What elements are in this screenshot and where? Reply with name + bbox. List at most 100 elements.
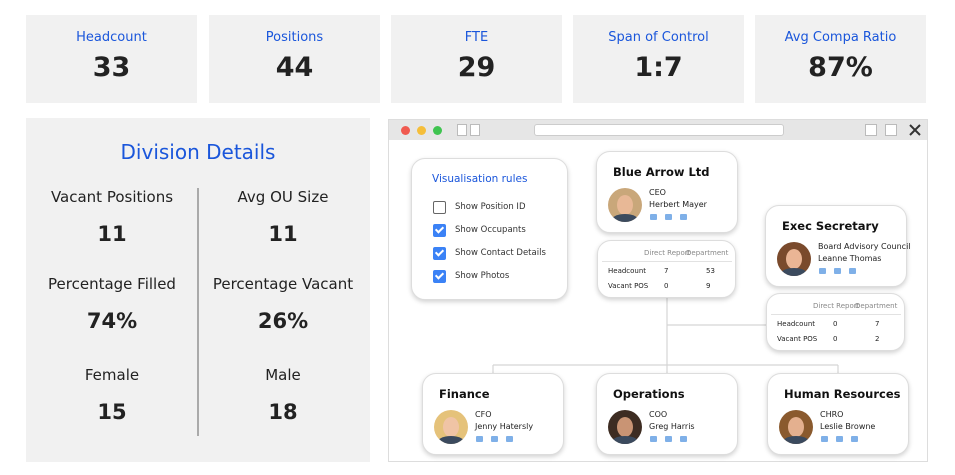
checkbox[interactable] (433, 224, 446, 237)
stats-value: 9 (706, 282, 711, 290)
stats-column: Department (855, 302, 898, 310)
avatar-body (611, 436, 639, 444)
avatar-face (617, 195, 633, 215)
contact-icon[interactable] (650, 436, 657, 442)
node-person: Jenny Hatersly (475, 422, 534, 431)
stats-column: Direct Report (644, 249, 691, 257)
rules-title: Visualisation rules (432, 173, 528, 185)
share-button[interactable] (865, 124, 877, 136)
avatar-body (437, 436, 465, 444)
checkbox[interactable] (433, 247, 446, 260)
minimize-dot[interactable] (417, 126, 426, 135)
division-label: Percentage Vacant (212, 275, 354, 293)
kpi-value: 44 (275, 52, 314, 83)
node-name: Operations (613, 387, 685, 401)
contact-icon[interactable] (821, 436, 828, 442)
stats-card: Direct Report Department Headcount 7 53 Vacan… (597, 240, 736, 298)
division-label: Male (265, 366, 301, 384)
kpi-value: 29 (457, 52, 496, 83)
org-node[interactable]: Operations COO Greg Harris (596, 373, 738, 455)
division-value: 11 (268, 222, 298, 246)
rules-card: Visualisation rules Show Position ID Show … (411, 158, 568, 300)
division-label: Percentage Filled (48, 275, 176, 293)
avatar-face (788, 417, 804, 437)
check-mark (434, 270, 445, 280)
division-label: Female (84, 366, 140, 384)
contact-icon[interactable] (849, 268, 856, 274)
node-name: Finance (439, 387, 490, 401)
node-role: CFO (475, 410, 492, 419)
close-dot[interactable] (401, 126, 410, 135)
contact-icon[interactable] (680, 214, 687, 220)
option-label: Show Occupants (455, 225, 526, 235)
stats-value: 7 (664, 267, 669, 275)
divider (197, 188, 199, 436)
kpi-label: Span of Control (608, 30, 709, 45)
stats-value: 0 (833, 320, 838, 328)
contact-icon[interactable] (851, 436, 858, 442)
close-button[interactable] (909, 124, 921, 136)
org-node[interactable]: Finance CFO Jenny Hatersly (422, 373, 564, 455)
contact-icon[interactable] (650, 214, 657, 220)
stats-value: 0 (664, 282, 669, 290)
stats-row-label: Vacant POS (608, 282, 649, 290)
org-node[interactable]: Exec Secretary Board Advisory Council Lean… (765, 205, 911, 287)
org-node[interactable]: Blue Arrow Ltd CEO Herbert Mayer (596, 151, 738, 233)
avatar (779, 410, 813, 444)
avatar (608, 188, 642, 222)
address-bar[interactable] (534, 124, 784, 136)
node-role: Board Advisory Council (818, 242, 911, 251)
node-name: Blue Arrow Ltd (613, 165, 710, 179)
division-panel: Division Details Vacant Positions 11 Avg O… (26, 118, 370, 462)
node-person: Leanne Thomas (818, 254, 882, 263)
contact-icon[interactable] (665, 214, 672, 220)
option-label: Show Contact Details (455, 248, 546, 258)
division-value: 15 (97, 400, 127, 424)
division-label: Avg OU Size (237, 188, 329, 206)
node-role: CEO (649, 188, 666, 197)
kpi-label: FTE (464, 30, 489, 45)
checkbox[interactable] (433, 201, 446, 214)
stats-row-label: Headcount (608, 267, 647, 275)
contact-icon[interactable] (506, 436, 513, 442)
avatar-body (611, 214, 639, 222)
division-value: 74% (86, 309, 138, 333)
contact-icon[interactable] (665, 436, 672, 442)
division-title: Division Details (120, 140, 276, 164)
contact-icon[interactable] (819, 268, 826, 274)
node-person: Greg Harris (649, 422, 695, 431)
avatar-face (443, 417, 459, 437)
option-label: Show Photos (455, 271, 510, 281)
kpi-card: FTE 29 (391, 15, 562, 103)
check-mark (434, 247, 445, 257)
org-node[interactable]: Human Resources CHRO Leslie Browne (767, 373, 909, 455)
contact-icon[interactable] (476, 436, 483, 442)
kpi-card: Headcount 33 (26, 15, 197, 103)
node-role: COO (649, 410, 668, 419)
contact-icon[interactable] (836, 436, 843, 442)
checkbox[interactable] (433, 270, 446, 283)
maximize-dot[interactable] (433, 126, 442, 135)
avatar-body (780, 268, 808, 276)
stats-card: Direct Report Department Headcount 0 7 Vacant… (766, 293, 905, 351)
avatar-face (617, 417, 633, 437)
avatar (608, 410, 642, 444)
contact-icon[interactable] (680, 436, 687, 442)
stats-value: 2 (875, 335, 880, 343)
node-person: Leslie Browne (820, 422, 876, 431)
division-value: 11 (97, 222, 127, 246)
back-button[interactable] (457, 124, 467, 136)
contact-icon[interactable] (834, 268, 841, 274)
stats-row-label: Vacant POS (777, 335, 818, 343)
node-name: Exec Secretary (782, 219, 879, 233)
avatar-face (786, 249, 802, 269)
option-label: Show Position ID (455, 202, 526, 212)
contact-icon[interactable] (491, 436, 498, 442)
title-bar (389, 120, 927, 140)
forward-button[interactable] (470, 124, 480, 136)
stats-rule (602, 261, 732, 262)
tabs-button[interactable] (885, 124, 897, 136)
